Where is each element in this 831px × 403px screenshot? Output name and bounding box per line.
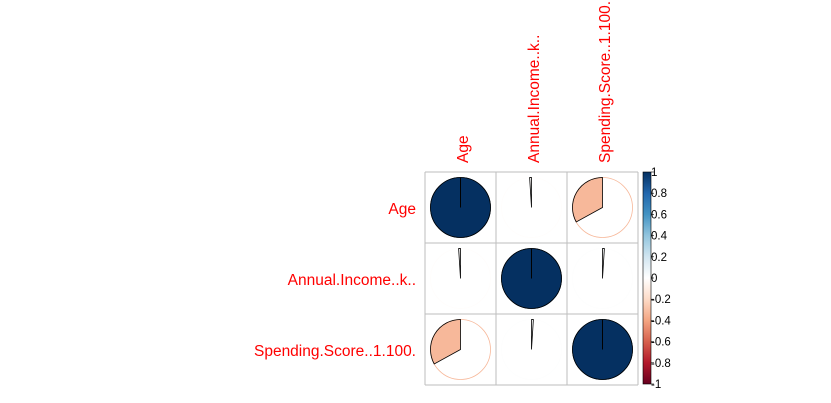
colorbar-tick-label: 0.8 [651, 188, 667, 200]
colorbar-tick-label: 1 [651, 167, 657, 179]
cell-annual-income-k-annual-income-k [501, 248, 562, 309]
pie-slice [430, 319, 461, 365]
cell-age-spending-score-1-100 [572, 177, 633, 238]
colorbar-tick-label: 0.6 [651, 209, 667, 221]
colorbar [642, 171, 652, 385]
colorbar-tick-label: -0.4 [651, 315, 671, 327]
cell-spending-score-1-100-age [430, 319, 491, 380]
col-label-annual-income: Annual.Income..k.. [526, 35, 543, 163]
colorbar-tick-label: -0.2 [651, 294, 671, 306]
colorbar-tick-label: 0.4 [651, 231, 668, 243]
row-label-spending-score: Spending.Score..1.100. [254, 343, 416, 360]
cell-spending-score-1-100-spending-score-1-100 [572, 319, 633, 380]
pie-slice [458, 248, 461, 279]
correlation-cells [430, 177, 633, 380]
cell-age-annual-income-k [501, 177, 562, 238]
pie-slice [531, 319, 534, 350]
cell-age-age [430, 177, 491, 238]
pie-slice [529, 177, 532, 208]
colorbar-ticks: 1 0.8 0.6 0.4 0.2 0 -0.2 -0.4 -0.6 -0.8 -1 [651, 167, 671, 391]
correlation-grid [424, 171, 639, 386]
colorbar-tick-label: 0 [651, 273, 657, 285]
cell-spending-score-1-100-annual-income-k [501, 319, 562, 380]
row-label-annual-income: Annual.Income..k.. [288, 272, 416, 289]
row-label-age: Age [388, 201, 416, 218]
colorbar-tick-label: -0.8 [651, 358, 671, 370]
cell-annual-income-k-age [430, 248, 491, 309]
colorbar-tick-label: 0.2 [651, 252, 667, 264]
col-label-age: Age [455, 135, 472, 163]
pie-slice [602, 248, 605, 279]
pie-slice [572, 177, 603, 223]
cell-annual-income-k-spending-score-1-100 [572, 248, 633, 309]
colorbar-tick-label: -1 [651, 379, 661, 391]
colorbar-tick-label: -0.6 [651, 337, 671, 349]
col-label-spending-score: Spending.Score..1.100. [597, 1, 614, 163]
